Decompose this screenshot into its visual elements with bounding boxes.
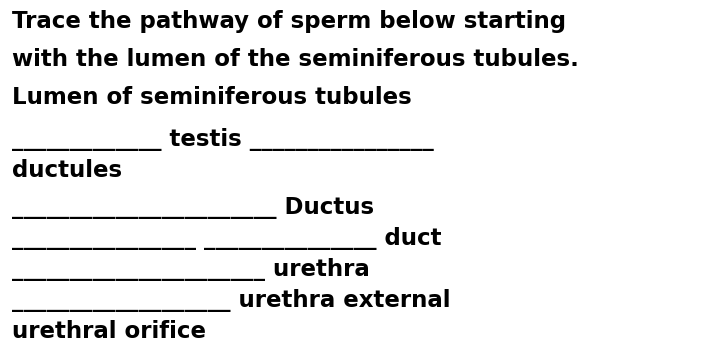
- Text: urethral orifice: urethral orifice: [12, 320, 206, 343]
- Text: _____________ testis ________________: _____________ testis ________________: [12, 128, 433, 151]
- Text: ductules: ductules: [12, 159, 122, 182]
- Text: ______________________ urethra: ______________________ urethra: [12, 258, 370, 281]
- Text: Trace the pathway of sperm below starting: Trace the pathway of sperm below startin…: [12, 10, 566, 33]
- Text: Lumen of seminiferous tubules: Lumen of seminiferous tubules: [12, 86, 412, 109]
- Text: ___________________ urethra external: ___________________ urethra external: [12, 289, 451, 312]
- Text: with the lumen of the seminiferous tubules.: with the lumen of the seminiferous tubul…: [12, 48, 579, 71]
- Text: _______________________ Ductus: _______________________ Ductus: [12, 196, 374, 219]
- Text: ________________ _______________ duct: ________________ _______________ duct: [12, 227, 441, 250]
